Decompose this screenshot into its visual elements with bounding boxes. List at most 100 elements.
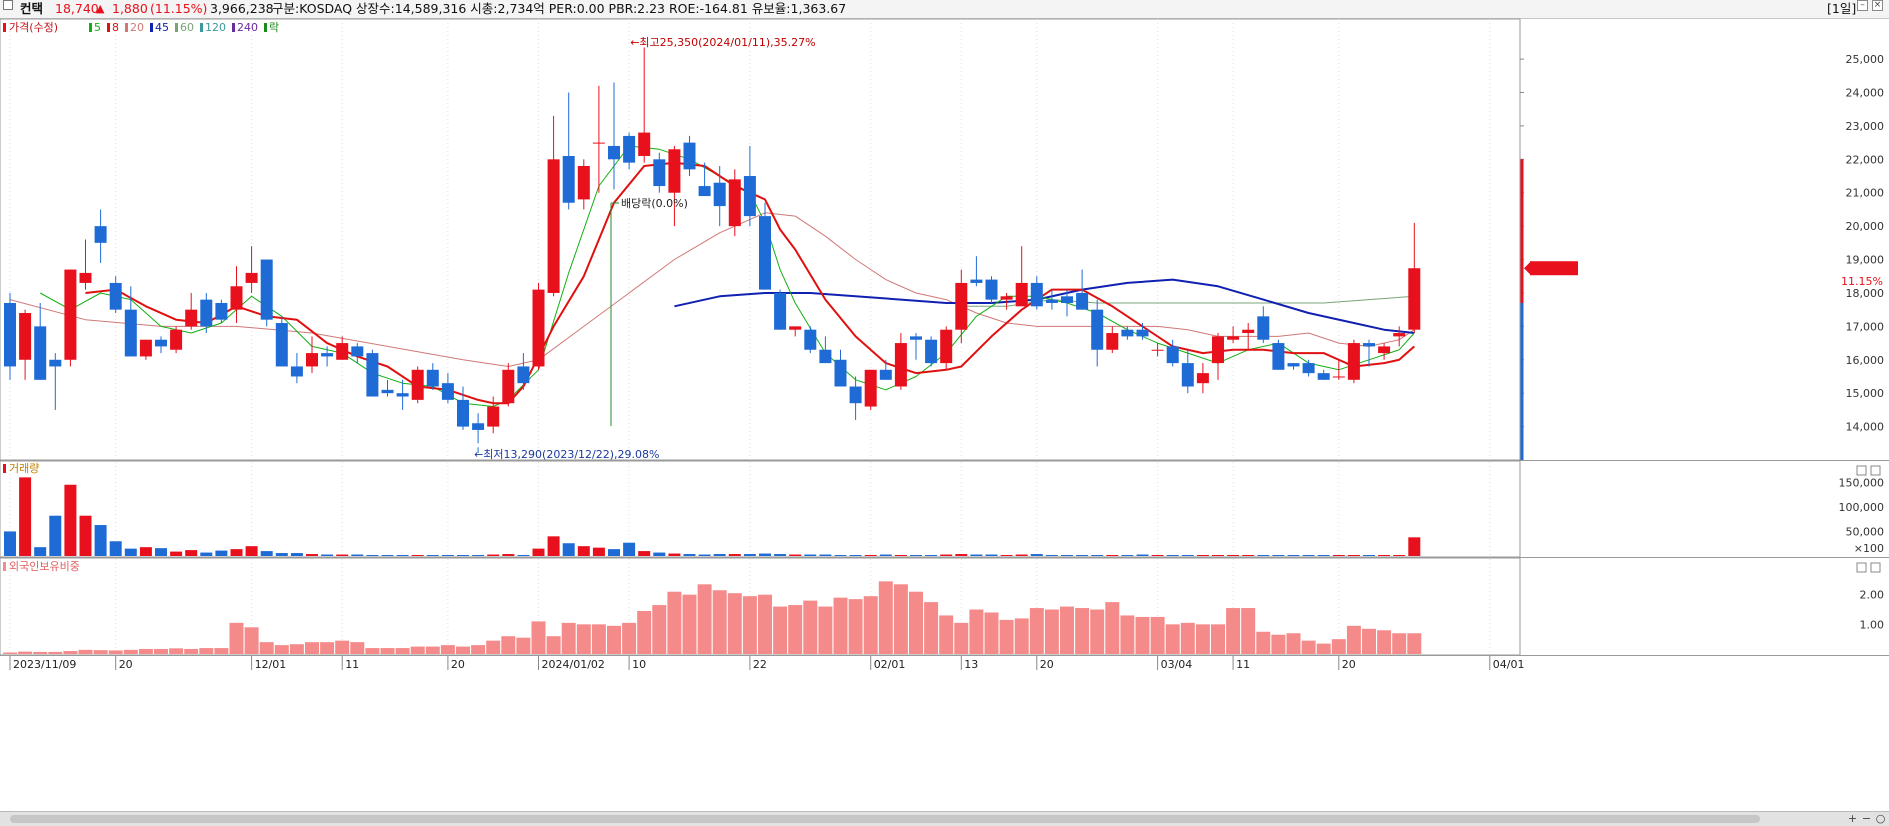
foreign-bar bbox=[954, 622, 969, 654]
foreign-bar bbox=[818, 606, 833, 654]
volume-bar bbox=[472, 555, 485, 557]
horizontal-scrollbar[interactable]: + − ○ bbox=[0, 811, 1889, 826]
candle-body bbox=[1061, 296, 1073, 303]
volume-bar bbox=[1393, 555, 1406, 557]
candle-body bbox=[1121, 329, 1134, 337]
foreign-bar bbox=[305, 642, 319, 654]
foreign-bar bbox=[1377, 630, 1392, 654]
foreign-bar bbox=[591, 624, 606, 654]
candle-body bbox=[955, 282, 968, 330]
foreign-bar bbox=[365, 648, 380, 654]
foreign-bar bbox=[727, 593, 742, 654]
zoom-reset-icon[interactable]: ○ bbox=[1875, 812, 1886, 825]
foreign-bar bbox=[742, 596, 757, 654]
candle-body bbox=[366, 353, 379, 397]
volume-bar bbox=[668, 553, 681, 556]
volume-bar bbox=[1196, 555, 1209, 557]
foreign-bar bbox=[652, 605, 667, 654]
volume-bar bbox=[1287, 555, 1300, 557]
period-selector[interactable]: [1일] bbox=[1827, 1, 1857, 16]
foreign-bar bbox=[18, 651, 33, 654]
close-icon[interactable]: × bbox=[1872, 0, 1883, 11]
foreign-bar bbox=[229, 622, 244, 654]
candle-body bbox=[879, 369, 892, 380]
foreign-bar bbox=[546, 636, 561, 654]
volume-bar bbox=[381, 555, 394, 557]
volume-bar bbox=[1332, 555, 1345, 557]
y-tick-label: 17,000 bbox=[1846, 320, 1885, 333]
foreign-bar bbox=[848, 599, 863, 654]
volume-bar bbox=[502, 554, 515, 556]
candle-body bbox=[789, 326, 802, 330]
zoom-out-icon[interactable]: − bbox=[1861, 812, 1872, 825]
foreign-bar bbox=[320, 642, 335, 654]
foreign-bar bbox=[259, 642, 274, 654]
volume-bar bbox=[698, 554, 711, 556]
foreign-bar bbox=[1256, 631, 1271, 654]
foreign-bar bbox=[576, 624, 591, 654]
minimize-icon[interactable]: – bbox=[1857, 0, 1868, 11]
foreign-bar bbox=[1120, 615, 1135, 654]
foreign-bar bbox=[33, 651, 48, 654]
legend-ma-label: 60 bbox=[180, 21, 194, 34]
foreign-bar bbox=[214, 648, 229, 654]
candle-body bbox=[1378, 346, 1391, 354]
stock-name: 컨택 bbox=[20, 1, 44, 16]
high-annotation: ←최고25,350(2024/01/11),35.27% bbox=[630, 36, 815, 49]
zoom-in-icon[interactable]: + bbox=[1847, 812, 1858, 825]
change-percent: (11.15%) bbox=[150, 1, 208, 16]
volume-bar bbox=[155, 548, 167, 556]
foreign-bar bbox=[289, 644, 304, 654]
candle-body bbox=[759, 216, 771, 290]
volume-bar bbox=[608, 549, 620, 556]
volume-bar bbox=[1106, 555, 1119, 557]
foreign-bar bbox=[637, 611, 652, 654]
foreign-bar bbox=[486, 640, 501, 654]
volume-bar bbox=[864, 555, 877, 557]
volume-bar bbox=[1015, 554, 1028, 556]
candle-body bbox=[155, 339, 167, 347]
candle-body bbox=[592, 142, 605, 144]
foreign-bar bbox=[1075, 608, 1090, 654]
volume-tick-label: 100,000 bbox=[1839, 501, 1885, 514]
candle-body bbox=[849, 386, 862, 404]
candle-body bbox=[1347, 343, 1360, 380]
candle-body bbox=[547, 159, 560, 293]
candle-body bbox=[894, 343, 907, 387]
volume-bar bbox=[351, 554, 364, 556]
panel-close-icon bbox=[1870, 562, 1881, 573]
volume-bar bbox=[713, 554, 726, 556]
volume-bar bbox=[1378, 555, 1391, 557]
candle-body bbox=[1287, 363, 1300, 367]
volume-bar bbox=[834, 555, 847, 557]
panel-checkbox[interactable] bbox=[3, 0, 13, 10]
foreign-bar bbox=[1014, 618, 1029, 654]
volume-bar bbox=[4, 531, 16, 556]
legend-ma-swatch bbox=[150, 23, 153, 32]
candle-body bbox=[34, 326, 47, 380]
volume-bar bbox=[1045, 555, 1058, 557]
candle-body bbox=[517, 366, 530, 384]
legend-extra-label: 락 bbox=[269, 21, 279, 34]
volume-bar bbox=[275, 553, 288, 556]
volume-bar bbox=[925, 555, 938, 557]
candle-body bbox=[819, 349, 832, 364]
foreign-bar bbox=[712, 590, 727, 654]
volume-bar bbox=[759, 553, 771, 556]
x-tick-label: 2023/11/09 bbox=[13, 658, 76, 671]
foreign-bar bbox=[410, 646, 425, 654]
scrollbar-thumb[interactable] bbox=[10, 815, 1760, 823]
volume-bar bbox=[970, 554, 983, 556]
foreign-bar bbox=[1271, 634, 1286, 654]
foreign-bar bbox=[244, 627, 259, 654]
foreign-tick-label: 1.00 bbox=[1860, 618, 1885, 631]
x-tick-label: 10 bbox=[632, 658, 646, 671]
volume-bar bbox=[321, 554, 334, 556]
foreign-bar bbox=[63, 651, 78, 654]
volume-bar bbox=[517, 555, 530, 557]
candle-body bbox=[1151, 349, 1164, 351]
quote-header: 컨택 18,740 ▲ 1,880 (11.15%) 3,966,238 구분:… bbox=[0, 0, 1889, 19]
volume-bar bbox=[1000, 555, 1013, 557]
foreign-bar bbox=[440, 645, 455, 654]
